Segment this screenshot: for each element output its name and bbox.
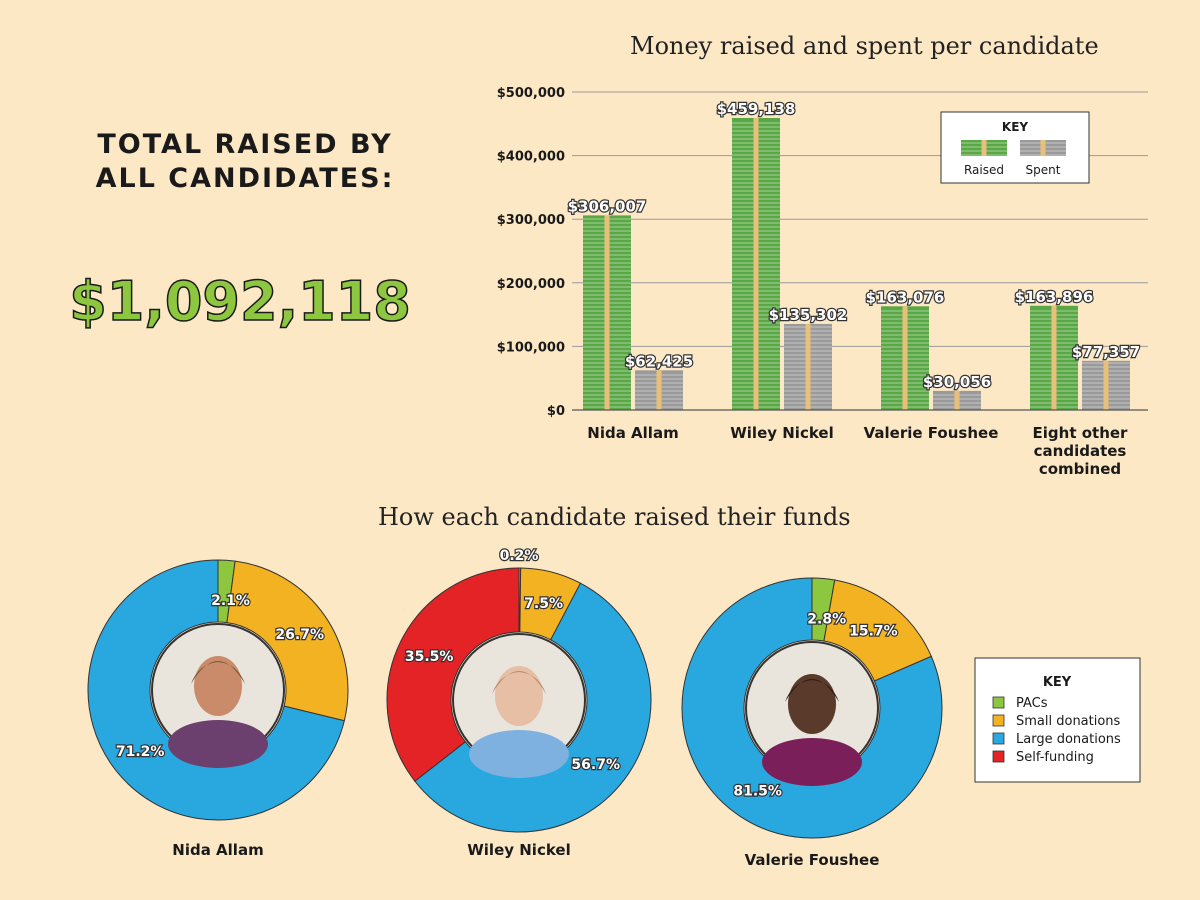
bill-band xyxy=(604,215,610,410)
bar-raised xyxy=(881,306,929,410)
slice-self-funding xyxy=(386,567,520,782)
photo-hair xyxy=(785,679,839,702)
data-label-raised: $163,896 xyxy=(1015,288,1094,306)
data-label-raised: $306,007 xyxy=(568,197,647,215)
y-tick-label: $200,000 xyxy=(497,277,565,292)
y-tick-label: $400,000 xyxy=(497,150,565,165)
slice-label: 15.7% xyxy=(849,623,898,639)
slice-label: 2.8% xyxy=(807,611,846,627)
donut-name: Valerie Foushee xyxy=(745,851,880,869)
legend-label: Small donations xyxy=(1016,714,1121,729)
bar-chart-title: Money raised and spent per candidate xyxy=(630,32,1099,60)
y-tick-label: $100,000 xyxy=(497,340,565,355)
data-label-spent: $62,425 xyxy=(625,352,693,370)
legend-band xyxy=(1040,140,1046,156)
donut-wiley-nickel: 0.2% 7.5% 56.7% 35.5% Wiley Nickel xyxy=(386,547,652,859)
legend-swatch xyxy=(992,732,1005,745)
x-tick-label: combined xyxy=(1039,460,1121,478)
slice-label: 7.5% xyxy=(524,596,563,612)
x-tick-label: Nida Allam xyxy=(587,424,678,442)
legend-label: Large donations xyxy=(1016,732,1121,747)
photo-shoulders xyxy=(168,720,268,768)
data-label-spent: $30,056 xyxy=(923,373,991,391)
bar-spent xyxy=(1082,360,1130,410)
x-tick-label: Valerie Foushee xyxy=(864,424,999,442)
donut-name: Wiley Nickel xyxy=(467,841,570,859)
bill-band xyxy=(1051,305,1057,410)
bar-spent xyxy=(635,370,683,410)
bar-raised xyxy=(732,117,780,411)
slice-label: 71.2% xyxy=(116,744,165,760)
donut-chart-title: How each candidate raised their funds xyxy=(378,503,851,531)
photo-shoulders xyxy=(762,738,862,786)
x-tick-label: candidates xyxy=(1034,442,1127,460)
slice-label: 35.5% xyxy=(405,649,454,665)
photo-hair xyxy=(191,661,245,684)
y-tick-label: $0 xyxy=(547,404,565,419)
total-value: $1,092,118 xyxy=(68,269,411,334)
legend-swatch xyxy=(992,696,1005,709)
bar-spent xyxy=(784,323,832,410)
bill-band xyxy=(902,306,908,410)
donut-legend: KEY PACs Small donations Large donations Sel… xyxy=(974,657,1141,783)
slice-small-donations xyxy=(226,560,349,722)
slice-label: 56.7% xyxy=(571,757,620,773)
legend-label: PACs xyxy=(1016,696,1048,711)
photo-face xyxy=(788,674,836,734)
donut-legend-title: KEY xyxy=(1043,675,1072,690)
bar-legend: KEY Raised Spent xyxy=(940,111,1090,184)
legend-swatch xyxy=(992,750,1005,763)
bar-legend-title: KEY xyxy=(1002,120,1028,134)
photo-hair xyxy=(492,671,546,694)
bill-band xyxy=(805,323,811,410)
legend-label-spent: Spent xyxy=(1026,163,1061,177)
legend-label-raised: Raised xyxy=(964,163,1004,177)
donut-chart: 2.1% 26.7% 71.2% Nida Allam 0.2% 7.5% 56.7% 35.… xyxy=(87,547,1141,869)
photo-face xyxy=(194,656,242,716)
bar-raised xyxy=(583,215,631,410)
data-label-raised: $163,076 xyxy=(866,288,945,306)
bill-band xyxy=(656,370,662,410)
slice-label: 81.5% xyxy=(733,784,782,800)
slice-large-donations xyxy=(414,582,652,833)
legend-swatch xyxy=(992,714,1005,727)
data-label-raised: $459,138 xyxy=(717,100,796,118)
legend-band xyxy=(981,140,987,156)
slice-label: 26.7% xyxy=(275,627,324,643)
y-tick-label: $300,000 xyxy=(497,213,565,228)
donut-nida-allam: 2.1% 26.7% 71.2% Nida Allam xyxy=(87,559,349,859)
donut-valerie-foushee: 2.8%15.7% 81.5% Valerie Foushee xyxy=(681,577,943,869)
total-label: TOTAL RAISED BY ALL CANDIDATES: xyxy=(95,129,395,194)
photo-shoulders xyxy=(469,730,569,778)
bill-band xyxy=(753,117,759,411)
data-label-spent: $135,302 xyxy=(769,306,848,324)
data-label-spent: $77,357 xyxy=(1072,343,1140,361)
x-tick-label: Eight other xyxy=(1033,424,1129,442)
y-tick-label: $500,000 xyxy=(497,86,565,101)
bar-chart: $0 $100,000 $200,000 $300,000 $400,000 $500,0… xyxy=(497,86,1148,478)
legend-label: Self-funding xyxy=(1016,750,1094,765)
bar-raised xyxy=(1030,305,1078,410)
slice-label: 0.2% xyxy=(500,548,539,564)
bar-spent xyxy=(933,390,981,410)
photo-face xyxy=(495,666,543,726)
x-tick-label: Wiley Nickel xyxy=(730,424,833,442)
donut-name: Nida Allam xyxy=(172,841,263,859)
bill-band xyxy=(954,390,960,410)
slice-label: 2.1% xyxy=(211,593,250,609)
bill-band xyxy=(1103,360,1109,410)
